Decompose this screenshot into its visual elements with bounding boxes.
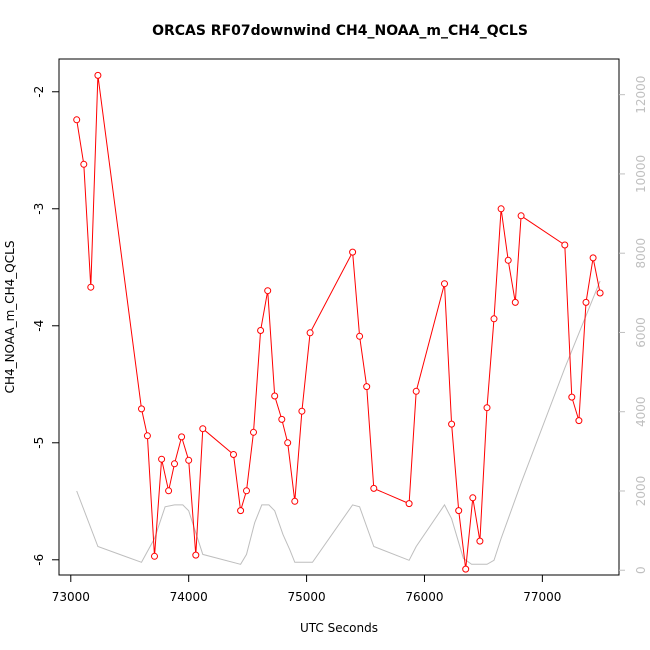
plot-frame	[58, 58, 620, 576]
data-point	[278, 415, 286, 423]
data-point	[243, 487, 250, 495]
y-tick-label: -4	[32, 320, 46, 332]
y-tick-label: -5	[32, 437, 46, 449]
data-point	[370, 484, 378, 492]
data-point	[517, 212, 525, 220]
data-point	[405, 500, 413, 508]
data-point	[349, 248, 357, 256]
data-point	[271, 392, 279, 400]
data-point	[199, 425, 207, 433]
data-point	[483, 404, 491, 412]
primary-series-line	[76, 75, 601, 570]
data-point	[476, 537, 484, 545]
y-axis-left: -6 -5 -4 -3 -2	[32, 86, 59, 566]
data-point	[94, 71, 102, 79]
data-point	[511, 298, 519, 306]
x-tick-label: 74000	[170, 590, 208, 604]
x-tick-label: 77000	[523, 590, 561, 604]
data-point	[250, 428, 257, 436]
data-point	[151, 552, 158, 560]
data-point	[575, 417, 583, 425]
y-tick-label: -3	[32, 203, 46, 215]
data-point	[230, 451, 237, 458]
data-point	[264, 287, 272, 295]
secondary-series-line	[76, 280, 601, 565]
data-point	[363, 383, 371, 391]
x-tick-label: 73000	[52, 590, 90, 604]
data-point	[568, 393, 576, 401]
data-point	[291, 497, 299, 505]
data-point	[185, 456, 193, 464]
data-point	[158, 455, 166, 463]
data-point	[165, 487, 173, 495]
data-point	[356, 332, 364, 340]
data-point	[143, 432, 151, 440]
data-point	[561, 241, 569, 249]
y2-tick-label: 10000	[634, 155, 648, 193]
y2-tick-label: 2000	[634, 476, 648, 507]
y2-tick-label: 4000	[634, 396, 648, 427]
data-point	[257, 327, 265, 334]
y2-tick-label: 12000	[634, 76, 648, 114]
data-point	[462, 565, 470, 573]
data-point	[490, 315, 498, 323]
data-point	[284, 439, 292, 447]
y-axis-label: CH4_NOAA_m_CH4_QCLS	[3, 241, 17, 394]
data-point	[171, 460, 178, 468]
data-point	[589, 254, 597, 262]
y2-tick-label: 8000	[634, 238, 648, 269]
data-point	[306, 329, 314, 337]
data-point	[441, 280, 448, 288]
x-axis-label: UTC Seconds	[300, 621, 378, 635]
y-tick-label: -2	[32, 86, 46, 98]
y2-tick-label: 0	[634, 566, 648, 574]
data-point	[87, 283, 95, 291]
data-point	[138, 405, 145, 413]
data-point	[178, 433, 186, 441]
data-point	[192, 551, 200, 559]
x-axis: 73000 74000 75000 76000 77000	[52, 575, 561, 604]
data-point	[448, 420, 456, 428]
data-point	[504, 256, 512, 264]
data-point	[582, 298, 590, 306]
data-point	[497, 205, 505, 213]
y-tick-label: -6	[32, 554, 46, 566]
series-layer	[73, 71, 604, 573]
y-axis-right: 0 2000 4000 6000 8000 10000 12000	[619, 76, 648, 574]
data-point	[80, 160, 88, 168]
data-point	[298, 407, 306, 415]
data-point	[237, 507, 245, 515]
chart-title: ORCAS RF07downwind CH4_NOAA_m_CH4_QCLS	[152, 23, 528, 39]
data-point	[73, 116, 81, 124]
data-point	[596, 289, 604, 297]
y2-tick-label: 6000	[634, 317, 648, 348]
x-tick-label: 75000	[287, 590, 325, 604]
x-tick-label: 76000	[405, 590, 443, 604]
data-point	[412, 387, 420, 395]
data-point	[455, 507, 463, 515]
data-point	[469, 494, 477, 502]
